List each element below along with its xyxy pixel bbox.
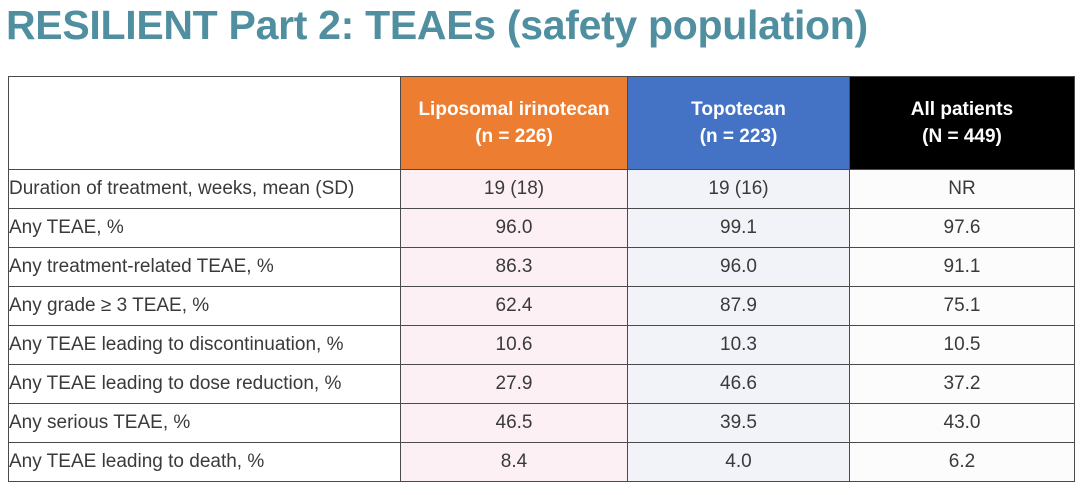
value-cell: 75.1 bbox=[849, 286, 1075, 326]
row-label: Any TEAE leading to dose reduction, % bbox=[8, 364, 401, 404]
table-row: Any TEAE leading to death, % 8.4 4.0 6.2 bbox=[8, 442, 1075, 482]
column-n: (n = 226) bbox=[475, 126, 553, 147]
row-label: Duration of treatment, weeks, mean (SD) bbox=[8, 169, 401, 209]
column-name: All patients bbox=[910, 99, 1014, 120]
header-all-patients: All patients (N = 449) bbox=[849, 76, 1075, 170]
column-n: (N = 449) bbox=[922, 126, 1002, 147]
value-cell: 62.4 bbox=[400, 286, 628, 326]
value-cell: 96.0 bbox=[627, 247, 850, 287]
table-row: Any treatment-related TEAE, % 86.3 96.0 91.… bbox=[8, 247, 1075, 287]
value-cell: 43.0 bbox=[849, 403, 1075, 443]
teae-table: Liposomal irinotecan (n = 226) Topotecan… bbox=[8, 76, 1075, 482]
header-topotecan: Topotecan (n = 223) bbox=[627, 76, 850, 170]
value-cell: 4.0 bbox=[627, 442, 850, 482]
value-cell: 37.2 bbox=[849, 364, 1075, 404]
column-name: Liposomal irinotecan bbox=[418, 99, 610, 120]
header-liposomal-irinotecan: Liposomal irinotecan (n = 226) bbox=[400, 76, 628, 170]
value-cell: 97.6 bbox=[849, 208, 1075, 248]
table-row: Any grade ≥ 3 TEAE, % 62.4 87.9 75.1 bbox=[8, 286, 1075, 326]
table-row: Any TEAE leading to dose reduction, % 27.… bbox=[8, 364, 1075, 404]
value-cell: 86.3 bbox=[400, 247, 628, 287]
value-cell: 19 (16) bbox=[627, 169, 850, 209]
value-cell: 27.9 bbox=[400, 364, 628, 404]
row-label: Any serious TEAE, % bbox=[8, 403, 401, 443]
row-label: Any treatment-related TEAE, % bbox=[8, 247, 401, 287]
table-row: Any TEAE leading to discontinuation, % 10… bbox=[8, 325, 1075, 365]
value-cell: 99.1 bbox=[627, 208, 850, 248]
column-name: Topotecan bbox=[691, 99, 786, 120]
value-cell: 46.5 bbox=[400, 403, 628, 443]
table-row: Any serious TEAE, % 46.5 39.5 43.0 bbox=[8, 403, 1075, 443]
value-cell: 10.5 bbox=[849, 325, 1075, 365]
row-label: Any TEAE leading to death, % bbox=[8, 442, 401, 482]
value-cell: 10.3 bbox=[627, 325, 850, 365]
value-cell: 96.0 bbox=[400, 208, 628, 248]
value-cell: 19 (18) bbox=[400, 169, 628, 209]
table-row: Any TEAE, % 96.0 99.1 97.6 bbox=[8, 208, 1075, 248]
row-label: Any grade ≥ 3 TEAE, % bbox=[8, 286, 401, 326]
row-label: Any TEAE, % bbox=[8, 208, 401, 248]
column-n: (n = 223) bbox=[699, 126, 778, 147]
row-label: Any TEAE leading to discontinuation, % bbox=[8, 325, 401, 365]
page-title: RESILIENT Part 2: TEAEs (safety populati… bbox=[6, 2, 868, 48]
value-cell: NR bbox=[849, 169, 1075, 209]
value-cell: 91.1 bbox=[849, 247, 1075, 287]
header-row: Liposomal irinotecan (n = 226) Topotecan… bbox=[8, 76, 1075, 170]
value-cell: 10.6 bbox=[400, 325, 628, 365]
value-cell: 87.9 bbox=[627, 286, 850, 326]
header-blank-cell bbox=[8, 76, 401, 170]
table-row: Duration of treatment, weeks, mean (SD) 1… bbox=[8, 169, 1075, 209]
value-cell: 6.2 bbox=[849, 442, 1075, 482]
value-cell: 8.4 bbox=[400, 442, 628, 482]
value-cell: 39.5 bbox=[627, 403, 850, 443]
value-cell: 46.6 bbox=[627, 364, 850, 404]
